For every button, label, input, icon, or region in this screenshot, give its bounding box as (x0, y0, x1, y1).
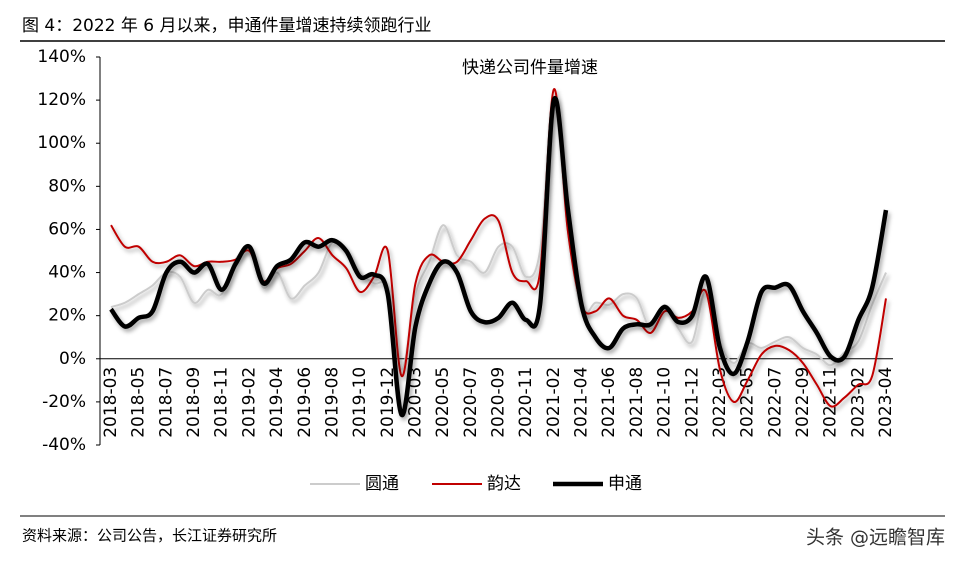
y-tick-label: 140% (37, 47, 86, 67)
x-tick-label: 2018-11 (212, 367, 232, 438)
series-line (110, 88, 887, 408)
x-tick-label: 2019-08 (322, 367, 342, 438)
watermark: 头条 @远瞻智库 (806, 527, 945, 549)
x-tick-label: 2021-10 (655, 367, 675, 438)
x-tick-label: 2021-08 (627, 367, 647, 438)
x-tick-label: 2022-09 (793, 367, 813, 438)
y-tick-label: -40% (42, 435, 86, 455)
x-tick-label: 2019-04 (267, 367, 287, 438)
x-tick-label: 2022-03 (710, 367, 730, 438)
x-tick-label: 2018-07 (156, 367, 176, 438)
series-line (109, 95, 889, 418)
x-tick-label: 2018-05 (129, 367, 149, 438)
y-tick-label: 80% (48, 176, 86, 196)
y-tick-label: 60% (48, 219, 86, 239)
x-tick-label: 2019-12 (378, 367, 398, 438)
x-tick-label: 2018-09 (184, 367, 204, 438)
x-tick-label: 2020-03 (405, 367, 425, 438)
y-tick-label: 40% (48, 263, 86, 283)
source: 资料来源：公司公告，长江证券研究所 (22, 527, 277, 545)
legend-label: 韵达 (487, 474, 521, 494)
x-tick-label: 2020-05 (433, 367, 453, 438)
x-tick-label: 2021-02 (544, 367, 564, 438)
chart-title: 快递公司件量增速 (462, 58, 598, 78)
series-line (110, 103, 887, 371)
y-tick-label: 120% (37, 90, 86, 110)
x-tick-label: 2021-06 (599, 367, 619, 438)
y-tick-label: -20% (42, 392, 86, 412)
legend-label: 申通 (608, 474, 642, 494)
x-tick-label: 2021-12 (682, 367, 702, 438)
x-tick-label: 2021-04 (572, 367, 592, 438)
x-tick-label: 2019-06 (295, 367, 315, 438)
x-tick-label: 2020-09 (489, 367, 509, 438)
y-tick-label: 100% (37, 133, 86, 153)
legend-label: 圆通 (365, 474, 399, 494)
x-tick-label: 2023-02 (848, 367, 868, 438)
header: 图 4：2022 年 6 月以来，申通件量增速持续领跑行业 (22, 16, 432, 36)
plot: -40% -20% 0% 20% 40% 60% 80% 100% 120% 140% 2018-0… (37, 47, 896, 494)
x-tick-label: 2020-07 (461, 367, 481, 438)
x-tick-label: 2023-04 (876, 367, 896, 438)
y-tick-label: 0% (59, 349, 86, 369)
x-tick-label: 2018-03 (101, 367, 121, 438)
x-tick-label: 2022-11 (821, 367, 841, 438)
y-tick-label: 20% (48, 306, 86, 326)
x-tick-label: 2022-07 (765, 367, 785, 438)
x-tick-label: 2019-10 (350, 367, 370, 438)
x-tick-label: 2019-02 (239, 367, 259, 438)
x-tick-label: 2020-11 (516, 367, 536, 438)
x-tick-label: 2022-05 (738, 367, 758, 438)
